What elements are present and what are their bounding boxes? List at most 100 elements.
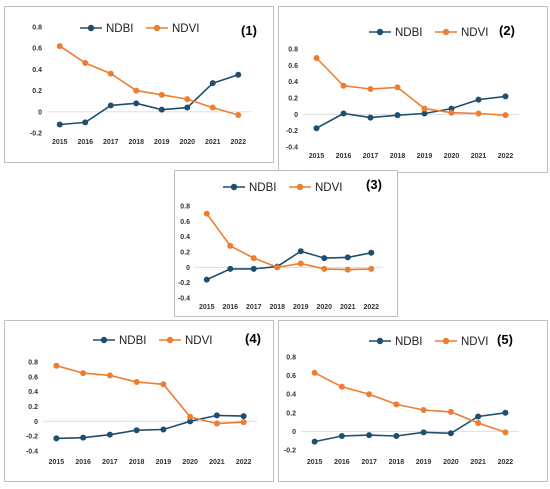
y-tick-label: 0.4 — [28, 389, 38, 396]
ndbi-point — [213, 412, 220, 419]
x-tick-label: 2015 — [309, 153, 325, 160]
ndvi-point — [274, 264, 281, 271]
y-tick-label: 0.4 — [288, 79, 298, 86]
y-tick-label: -0.4 — [26, 449, 38, 456]
ndvi-point — [502, 112, 509, 119]
x-tick-label: 2022 — [363, 304, 379, 311]
x-tick-label: 2017 — [102, 459, 118, 466]
ndvi-point — [338, 383, 345, 390]
legend-label-ndbi: NDBI — [106, 23, 133, 35]
ndbi-point — [160, 426, 167, 433]
ndbi-point — [80, 434, 87, 441]
line-chart: -0.4 -0.2 0 0.2 0.4 0.6 0.8 2015 2016 2017 2018 201… — [286, 23, 519, 160]
ndvi-series-line — [206, 213, 372, 271]
ndvi-point — [240, 419, 247, 426]
ndvi-point — [160, 381, 167, 388]
x-tick-label: 2022 — [498, 459, 514, 466]
legend: NDBI NDVI — [93, 335, 212, 347]
x-tick-label: 2016 — [336, 153, 352, 160]
ndbi-point — [321, 255, 328, 262]
y-tick-label: 0.6 — [180, 219, 190, 226]
panel-label: (4) — [245, 331, 261, 346]
y-tick-label: 0.8 — [28, 360, 38, 367]
x-tick-label: 2021 — [340, 304, 356, 311]
ndvi-point — [297, 260, 304, 267]
y-tick-label: 0.4 — [180, 234, 190, 241]
ndvi-point — [475, 110, 482, 117]
x-tick-label: 2021 — [205, 139, 221, 146]
ndbi-point — [106, 431, 113, 438]
ndvi-point — [80, 370, 87, 377]
ndbi-point — [340, 110, 347, 117]
legend-label-ndvi: NDVI — [315, 182, 342, 194]
ndvi-point — [158, 91, 165, 98]
panel-label: (5) — [497, 332, 513, 347]
ndbi-series-line — [316, 95, 506, 129]
ndbi-point — [240, 413, 247, 420]
legend: NDBI NDVI — [369, 27, 488, 39]
ndvi-point — [213, 420, 220, 427]
ndvi-point — [203, 210, 210, 217]
legend: NDBI NDVI — [80, 23, 199, 35]
ndvi-point — [393, 401, 400, 408]
legend: NDBI NDVI — [223, 182, 342, 194]
panel-label: (3) — [366, 177, 382, 192]
x-tick-label: 2019 — [154, 139, 170, 146]
ndvi-point — [187, 413, 194, 420]
ndbi-point — [447, 430, 454, 437]
ndvi-point — [235, 111, 242, 118]
x-tick-label: 2016 — [77, 139, 93, 146]
ndbi-point — [311, 438, 318, 445]
legend-marker-ndvi — [153, 24, 161, 32]
y-tick-label: 0 — [292, 429, 296, 436]
legend-label-ndvi: NDVI — [461, 336, 488, 348]
x-tick-label: 2016 — [75, 459, 91, 466]
ndbi-point — [367, 114, 374, 121]
ndbi-series-line — [314, 412, 506, 443]
y-tick-label: 0.4 — [286, 392, 296, 399]
line-chart: -0.2 0 0.2 0.4 0.6 0.8 2015 2016 2017 2018 2019 202… — [284, 332, 519, 466]
ndbi-point — [158, 106, 165, 113]
y-tick-label: 0.2 — [288, 96, 298, 103]
chart-panel-1: -0.2 0 0.2 0.4 0.6 0.8 2015 2016 2017 2018 2019 202… — [4, 6, 274, 163]
legend-label-ndvi: NDVI — [185, 335, 212, 347]
panel-label: (1) — [241, 23, 257, 38]
y-tick-label: -0.2 — [286, 128, 298, 135]
ndvi-point — [184, 96, 191, 103]
ndbi-point — [475, 96, 482, 103]
x-tick-label: 2017 — [103, 139, 119, 146]
x-tick-label: 2020 — [444, 153, 460, 160]
legend-label-ndbi: NDBI — [395, 27, 422, 39]
chart-panel-4: -0.4 -0.2 0 0.2 0.4 0.6 0.8 2015 2016 2017 2018 201… — [4, 320, 274, 482]
ndvi-point — [250, 255, 257, 262]
ndvi-point — [340, 82, 347, 89]
x-tick-label: 2019 — [417, 153, 433, 160]
ndvi-point — [311, 369, 318, 376]
ndbi-point — [313, 125, 320, 132]
y-tick-label: -0.2 — [284, 448, 296, 455]
ndvi-point — [313, 54, 320, 61]
ndbi-point — [227, 265, 234, 272]
x-tick-label: 2022 — [498, 153, 514, 160]
y-tick-label: -0.2 — [178, 280, 190, 287]
ndbi-series-line — [56, 414, 244, 440]
ndvi-point — [502, 429, 509, 436]
ndvi-point — [447, 408, 454, 415]
line-chart: -0.4 -0.2 0 0.2 0.4 0.6 0.8 2015 2016 2017 2018 201… — [178, 177, 383, 311]
ndvi-point — [209, 104, 216, 111]
legend-marker-ndbi — [376, 337, 384, 345]
ndbi-point — [368, 249, 375, 256]
ndbi-point — [420, 429, 427, 436]
legend-label-ndbi: NDBI — [395, 336, 422, 348]
ndvi-point — [367, 86, 374, 93]
x-tick-label: 2019 — [293, 304, 309, 311]
x-tick-label: 2015 — [52, 139, 68, 146]
x-tick-label: 2021 — [471, 153, 487, 160]
y-tick-label: -0.4 — [178, 296, 190, 303]
legend-marker-ndvi — [296, 183, 304, 191]
line-chart: -0.4 -0.2 0 0.2 0.4 0.6 0.8 2015 2016 2017 2018 201… — [26, 331, 261, 466]
ndvi-point — [344, 266, 351, 273]
ndbi-point — [338, 433, 345, 440]
x-tick-label: 2017 — [363, 153, 379, 160]
y-tick-label: -0.4 — [286, 145, 298, 152]
